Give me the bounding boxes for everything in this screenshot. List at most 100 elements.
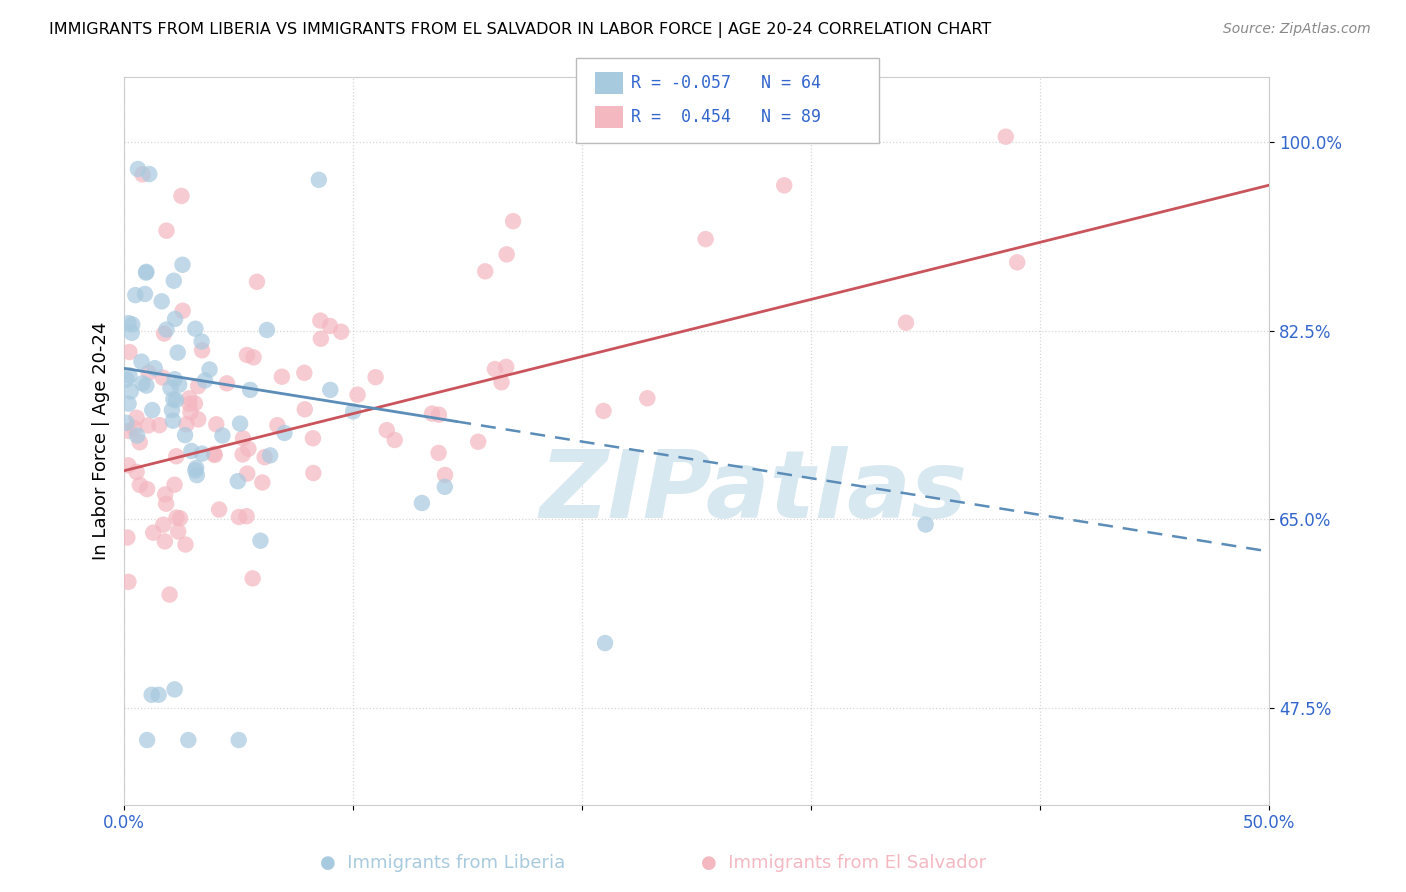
Point <box>202 447 225 461</box>
Point <box>155 497 177 511</box>
Point <box>238 442 260 456</box>
Point <box>242 351 264 365</box>
Text: Source: ZipAtlas.com: Source: ZipAtlas.com <box>1223 22 1371 37</box>
Point <box>198 362 221 376</box>
Point <box>474 264 496 278</box>
Point <box>169 511 191 525</box>
Point <box>135 266 157 280</box>
Point <box>229 417 252 431</box>
Point <box>127 428 149 442</box>
Point <box>420 407 443 421</box>
Point <box>914 517 936 532</box>
Point <box>124 288 146 302</box>
Point <box>894 316 917 330</box>
Point <box>239 383 262 397</box>
Point <box>162 392 184 407</box>
Point <box>208 502 231 516</box>
Point <box>120 384 142 399</box>
Point <box>115 416 138 430</box>
Point <box>136 418 159 433</box>
Point <box>179 392 201 406</box>
Point <box>484 362 506 376</box>
Point <box>135 265 157 279</box>
Text: ●  Immigrants from Liberia: ● Immigrants from Liberia <box>321 855 565 872</box>
Point <box>273 425 295 440</box>
Point <box>495 359 517 374</box>
Point <box>131 376 153 391</box>
Point <box>163 274 186 288</box>
Point <box>211 428 233 442</box>
Point <box>138 167 160 181</box>
Point <box>141 688 163 702</box>
Point <box>346 387 368 401</box>
Point <box>194 374 217 388</box>
Text: ZIPatlas: ZIPatlas <box>540 446 967 538</box>
Text: ●  Immigrants from El Salvador: ● Immigrants from El Salvador <box>702 855 986 872</box>
Point <box>125 410 148 425</box>
Point <box>695 232 717 246</box>
Point <box>118 424 141 438</box>
Point <box>384 433 406 447</box>
Point <box>121 326 143 340</box>
Point <box>246 275 269 289</box>
Point <box>184 463 207 477</box>
Point <box>174 428 197 442</box>
Point <box>141 403 163 417</box>
Point <box>117 574 139 589</box>
Point <box>186 461 208 475</box>
Point <box>232 447 254 461</box>
Point <box>163 372 186 386</box>
Point <box>166 510 188 524</box>
Point <box>1005 255 1028 269</box>
Point <box>117 397 139 411</box>
Point <box>117 458 139 473</box>
Point <box>204 448 226 462</box>
Point <box>143 361 166 376</box>
Point <box>495 247 517 261</box>
Point <box>266 418 288 433</box>
Point <box>148 418 170 433</box>
Point <box>187 379 209 393</box>
Point <box>427 408 450 422</box>
Point <box>636 391 658 405</box>
Point <box>773 178 796 193</box>
Text: R =  0.454   N = 89: R = 0.454 N = 89 <box>631 108 821 126</box>
Point <box>236 467 259 481</box>
Point <box>166 345 188 359</box>
Point <box>191 343 214 358</box>
Point <box>165 449 187 463</box>
Point <box>131 354 153 368</box>
Point <box>270 369 292 384</box>
Point <box>994 129 1017 144</box>
Point <box>150 294 173 309</box>
Point <box>433 480 456 494</box>
Point <box>236 348 259 362</box>
Point <box>174 537 197 551</box>
Point <box>117 531 139 545</box>
Point <box>302 466 325 480</box>
Point <box>135 378 157 392</box>
Point <box>136 482 159 496</box>
Point <box>136 733 159 747</box>
Point <box>128 435 150 450</box>
Point <box>153 326 176 341</box>
Point <box>172 258 194 272</box>
Point <box>180 444 202 458</box>
Point <box>118 368 141 383</box>
Point <box>179 397 201 411</box>
Y-axis label: In Labor Force | Age 20-24: In Labor Force | Age 20-24 <box>93 322 110 560</box>
Point <box>138 366 160 380</box>
Point <box>375 423 398 437</box>
Point <box>411 496 433 510</box>
Point <box>292 366 315 380</box>
Point <box>165 393 187 408</box>
Point <box>191 447 214 461</box>
Point <box>148 688 170 702</box>
Point <box>205 417 228 432</box>
Point <box>115 372 138 386</box>
Point <box>167 377 190 392</box>
Point <box>160 403 183 417</box>
Point <box>179 405 201 419</box>
Point <box>253 450 276 465</box>
Point <box>294 402 316 417</box>
